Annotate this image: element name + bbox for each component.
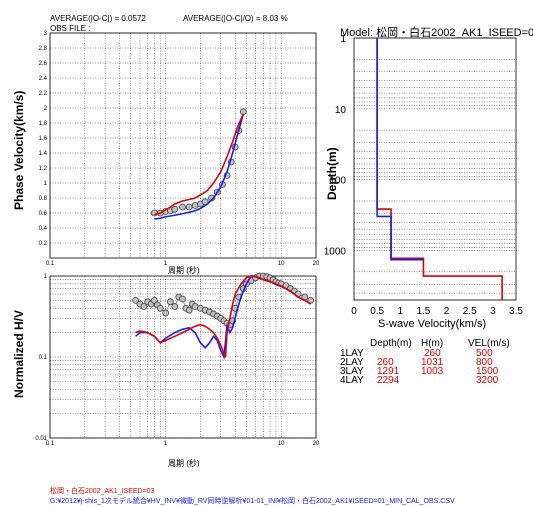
y-tick-label: 1.8 bbox=[39, 121, 48, 127]
x-tick-label: 3 bbox=[490, 306, 496, 317]
hv-ylabel: Normalized H/V bbox=[12, 309, 26, 398]
y-tick-label: 100 bbox=[329, 176, 346, 187]
x-tick-label: 0.1 bbox=[46, 441, 55, 447]
avg-abs-label: AVERAGE(|O-C|) = 0.0572 bbox=[50, 14, 146, 23]
series-line bbox=[376, 38, 503, 300]
table-header-vel: VEL(m/s) bbox=[468, 338, 510, 349]
y-tick-label: 0.01 bbox=[35, 436, 47, 442]
series-line bbox=[135, 275, 312, 358]
y-tick-label: 1000 bbox=[324, 246, 347, 257]
table-row-vel: 800 bbox=[476, 357, 493, 368]
phase-velocity-ylabel: Phase Velocity(km/s) bbox=[12, 90, 26, 210]
x-tick-label: 3.5 bbox=[509, 306, 523, 317]
obs-file-label: OBS FILE : bbox=[50, 24, 91, 33]
table-row-h: 1003 bbox=[421, 366, 444, 377]
y-tick-label: 2.4 bbox=[39, 76, 48, 82]
data-point bbox=[132, 296, 139, 304]
table-row-name: 4LAY bbox=[340, 375, 364, 386]
data-point bbox=[156, 304, 164, 312]
table-header-depth: Depth(m) bbox=[370, 338, 412, 349]
series-line bbox=[154, 113, 245, 220]
data-point bbox=[171, 303, 179, 310]
y-tick-label: 1.4 bbox=[39, 151, 48, 157]
footer-file-path: G:¥2012¥j-shis_1次モデル統合¥HV_INV¥微動_RV同時逆解析… bbox=[50, 498, 455, 505]
table-row-h: 1031 bbox=[421, 357, 444, 368]
data-point bbox=[140, 303, 148, 310]
y-tick-label: 0.2 bbox=[39, 241, 48, 247]
y-tick-label: 0.4 bbox=[39, 226, 48, 232]
footer-model-name: 松岡・白石2002_AK1_ISEED=03 bbox=[50, 488, 155, 495]
table-row-vel: 3200 bbox=[476, 375, 499, 386]
velocity-model-xlabel: S-wave Velocity(km/s) bbox=[378, 318, 487, 330]
data-point bbox=[239, 108, 247, 116]
x-tick-label: 0.1 bbox=[46, 261, 55, 267]
x-tick-label: 2.5 bbox=[463, 306, 477, 317]
x-tick-label: 1 bbox=[398, 306, 404, 317]
y-tick-label: 2.6 bbox=[39, 61, 48, 67]
y-tick-label: 1 bbox=[44, 181, 48, 187]
table-row-name: 1LAY bbox=[340, 348, 364, 359]
x-tick-label: 10 bbox=[278, 261, 285, 267]
x-tick-label: 0 bbox=[351, 306, 357, 317]
plot-frame bbox=[353, 37, 517, 301]
x-tick-label: 1 bbox=[164, 441, 168, 447]
depth-ylabel: Depth(m) bbox=[325, 147, 339, 200]
x-tick-label: 20 bbox=[313, 261, 320, 267]
y-tick-label: 0.8 bbox=[39, 196, 48, 202]
y-tick-label: 3 bbox=[44, 31, 48, 37]
y-tick-label: 1 bbox=[44, 274, 48, 280]
table-row-vel: 1500 bbox=[476, 366, 499, 377]
table-row-name: 3LAY bbox=[340, 366, 364, 377]
table-row-vel: 500 bbox=[476, 348, 493, 359]
table-row-name: 2LAY bbox=[340, 357, 364, 368]
data-point bbox=[179, 295, 186, 303]
table-row-h: 260 bbox=[424, 348, 441, 359]
hv-xlabel: 周期 (秒) bbox=[168, 459, 200, 468]
y-tick-label: 1.2 bbox=[39, 166, 48, 172]
y-tick-label: 1.6 bbox=[39, 136, 48, 142]
layer-table: Depth(m) H(m) VEL(m/s) 1LAY 260 500 2LAY… bbox=[340, 338, 530, 398]
data-point bbox=[166, 298, 174, 306]
avg-rel-label: AVERAGE(|O-C|/O) = 8.03 % bbox=[183, 14, 288, 23]
data-point bbox=[185, 306, 193, 314]
y-tick-label: 10 bbox=[335, 105, 347, 116]
velocity-model-title: Model: 松岡・白石2002_AK1_ISEED=03 bbox=[340, 27, 533, 39]
phase-velocity-xlabel: 周期 (秒) bbox=[168, 266, 200, 275]
table-header-h: H(m) bbox=[421, 338, 444, 349]
x-tick-label: 0.5 bbox=[370, 306, 384, 317]
data-point bbox=[150, 209, 158, 217]
table-row-depth: 2294 bbox=[377, 375, 400, 386]
series-line bbox=[376, 38, 424, 261]
y-tick-label: 1 bbox=[340, 34, 346, 45]
y-tick-label: 2.8 bbox=[39, 46, 48, 52]
data-point bbox=[185, 203, 193, 211]
data-point bbox=[179, 203, 186, 211]
y-tick-label: 2.2 bbox=[39, 91, 48, 97]
data-point bbox=[162, 309, 170, 317]
y-tick-label: 0.1 bbox=[39, 355, 48, 361]
table-row-depth: 1291 bbox=[377, 366, 400, 377]
y-tick-label: 2 bbox=[44, 106, 48, 112]
x-tick-label: 2 bbox=[444, 306, 450, 317]
x-tick-label: 1.5 bbox=[416, 306, 430, 317]
x-tick-label: 20 bbox=[313, 441, 320, 447]
y-tick-label: 0.6 bbox=[39, 211, 48, 217]
series-line bbox=[154, 113, 245, 216]
data-point bbox=[171, 205, 179, 213]
x-tick-label: 1 bbox=[164, 261, 168, 267]
table-row-depth: 260 bbox=[377, 357, 394, 368]
x-tick-label: 10 bbox=[278, 441, 285, 447]
